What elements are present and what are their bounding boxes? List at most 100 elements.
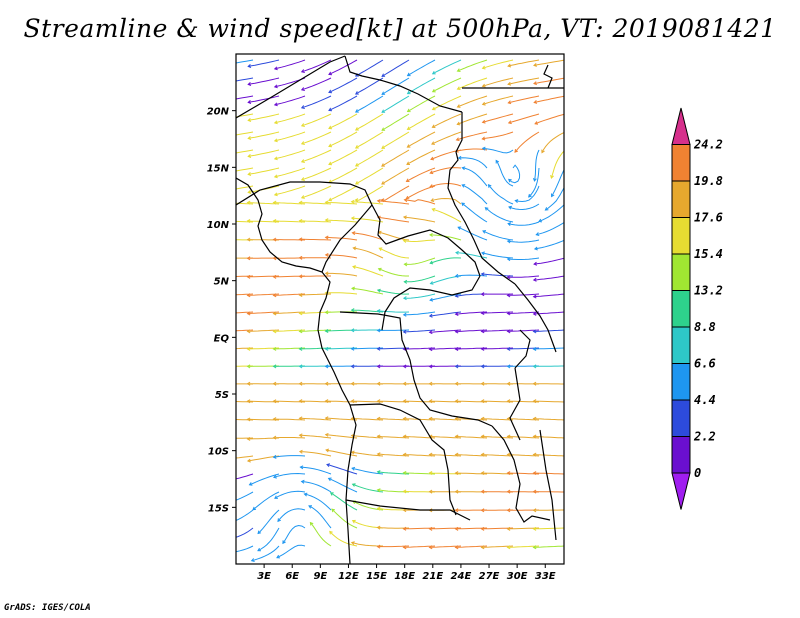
streamline [461, 184, 488, 205]
streamline-arrow [328, 197, 333, 202]
streamline-arrow [480, 452, 485, 457]
lon-tick-label: 21E [422, 571, 443, 582]
streamline [328, 95, 358, 111]
streamline-arrow [403, 262, 408, 267]
streamline-arrow [354, 181, 359, 185]
streamline [301, 149, 332, 163]
streamline-arrow [303, 492, 308, 497]
streamline [432, 95, 462, 111]
streamline [533, 545, 564, 548]
streamline [301, 131, 332, 145]
streamline-arrow [428, 364, 433, 369]
streamline [236, 95, 254, 100]
streamline [431, 197, 462, 205]
streamline-arrow [273, 156, 278, 161]
streamline-arrow [222, 201, 225, 204]
streamline [351, 217, 384, 223]
streamline-arrow [222, 238, 225, 241]
streamline-arrow [324, 328, 329, 333]
streamline-arrow [428, 381, 433, 386]
streamline-arrow [273, 66, 278, 71]
streamline [277, 508, 306, 522]
streamline-arrow [354, 145, 359, 149]
streamline-arrow [298, 399, 303, 404]
streamline-arrow [532, 346, 537, 351]
streamline-arrow [246, 417, 251, 422]
streamline-arrow [402, 526, 407, 531]
streamline [274, 490, 306, 499]
streamline [310, 522, 332, 547]
streamline-arrow [272, 219, 277, 224]
streamline-arrow [532, 364, 537, 369]
streamline-arrow [506, 508, 511, 513]
colorbar-segment [671, 144, 691, 182]
streamline-arrow [300, 479, 305, 484]
streamline [551, 168, 564, 197]
streamline [457, 59, 488, 72]
streamline [533, 77, 564, 85]
streamline-arrow [428, 416, 433, 421]
streamline-arrow [298, 274, 303, 279]
streamline-arrow [532, 277, 537, 282]
streamline-arrow [378, 247, 383, 251]
streamline-arrow [428, 452, 433, 457]
streamline-arrow [324, 310, 329, 315]
streamline-arrow [272, 435, 277, 440]
streamline [533, 418, 564, 421]
streamline [236, 473, 254, 480]
streamline-arrow [272, 237, 277, 242]
streamline [379, 247, 410, 259]
streamline-arrow [376, 364, 381, 369]
streamline-arrow [506, 346, 511, 351]
streamline [257, 527, 280, 552]
streamline [355, 167, 384, 185]
streamline-arrow [328, 161, 333, 166]
streamline [508, 95, 540, 104]
streamline-arrow [300, 177, 305, 181]
streamline [247, 220, 280, 223]
streamline [377, 289, 410, 295]
longitude-tick-labels: 3E 6E 9E 12E 15E 18E 21E 24E 27E 30E 33E [257, 564, 556, 582]
streamline [432, 113, 462, 128]
streamline [429, 472, 462, 475]
streamline-arrow [272, 329, 277, 334]
streamline-arrow [532, 489, 537, 494]
streamline [351, 451, 384, 457]
streamline [507, 435, 540, 439]
streamline-arrow [272, 364, 277, 369]
streamline-arrow [402, 364, 407, 369]
streamline [457, 95, 488, 108]
streamline-arrow [544, 207, 549, 211]
streamline [248, 95, 280, 103]
streamline-arrow [402, 399, 407, 404]
streamline [236, 329, 254, 332]
streamline-arrow [328, 107, 333, 112]
streamline-arrow [428, 489, 433, 494]
streamline-arrow [406, 90, 411, 95]
streamline-arrow [406, 72, 411, 77]
lat-tick-label: 15N [207, 163, 230, 174]
streamline-arrow [506, 399, 511, 404]
streamline [455, 311, 488, 315]
streamline-arrow [327, 477, 332, 482]
streamline-arrow [454, 489, 459, 494]
streamline-arrow [377, 267, 382, 272]
streamline-arrow [222, 153, 225, 156]
streamline [534, 239, 564, 250]
streamline [495, 160, 514, 187]
streamline-arrow [429, 281, 434, 285]
lon-tick-label: 12E [338, 571, 359, 582]
streamline-arrow [532, 471, 537, 476]
streamline [481, 435, 514, 439]
streamline-arrow [246, 200, 251, 205]
streamline-arrow [298, 200, 303, 205]
streamline-arrow [350, 346, 355, 351]
streamline [273, 293, 306, 296]
streamline-arrow [272, 311, 277, 316]
streamline-arrow [402, 545, 407, 550]
streamline [534, 95, 564, 103]
streamline [482, 230, 514, 241]
colorbar-label: 8.8 [694, 320, 716, 334]
streamline [461, 202, 488, 223]
streamline [299, 417, 332, 421]
